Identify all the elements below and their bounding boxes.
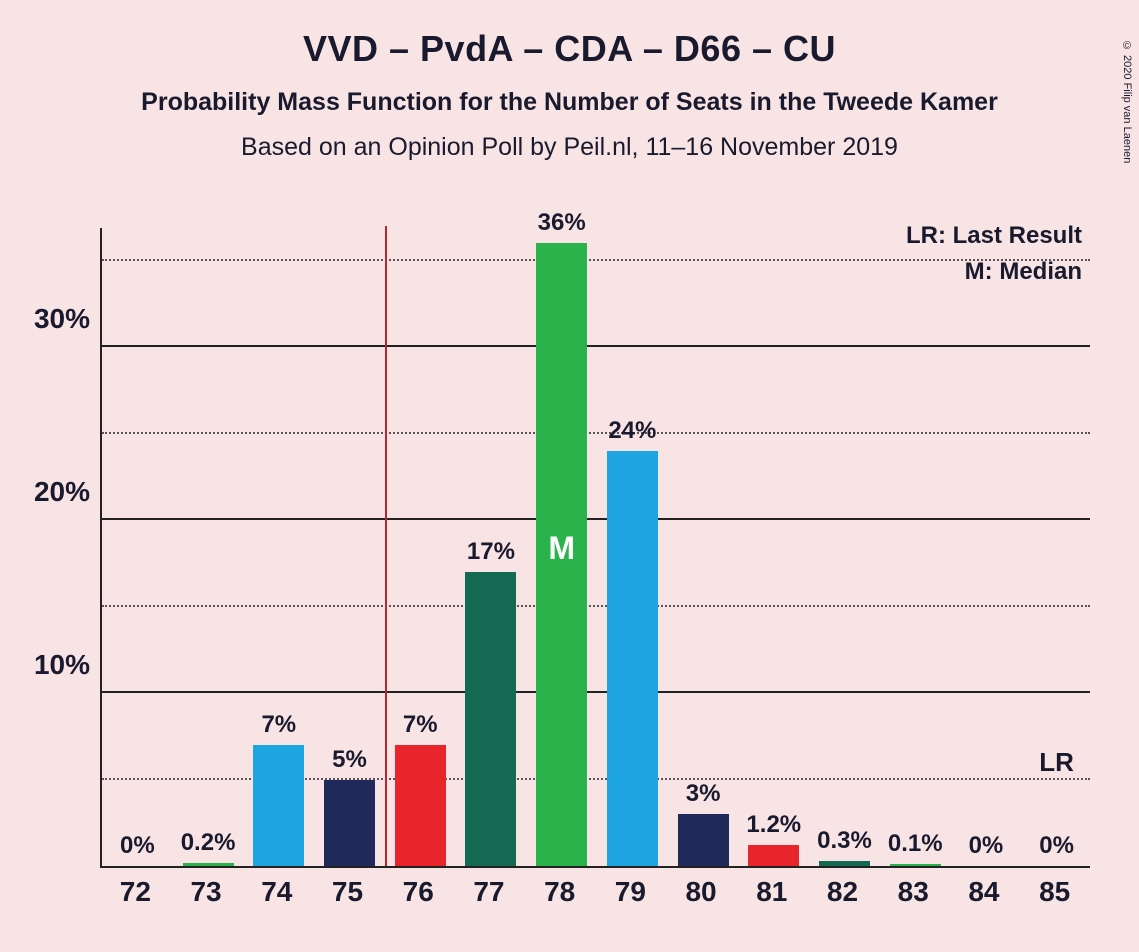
bar-value-label: 0.1%: [888, 830, 943, 858]
gridline-minor: [102, 432, 1090, 434]
bar-value-label: 0.3%: [817, 827, 872, 855]
gridline-minor: [102, 778, 1090, 780]
bar: [890, 864, 941, 866]
x-axis-tick-label: 77: [473, 876, 504, 908]
bar: [465, 572, 516, 866]
x-axis-tick-label: 74: [261, 876, 292, 908]
x-axis-tick-label: 85: [1039, 876, 1070, 908]
y-axis-tick-label: 30%: [34, 303, 90, 335]
bar: [607, 451, 658, 866]
bar-value-label: 5%: [332, 746, 367, 774]
y-axis-tick-label: 20%: [34, 476, 90, 508]
x-axis-tick-label: 81: [756, 876, 787, 908]
x-axis-tick-label: 75: [332, 876, 363, 908]
bar-value-label: 0.2%: [181, 829, 236, 857]
bar-value-label: 0%: [1039, 832, 1074, 860]
legend-median: M: Median: [965, 258, 1082, 286]
last-result-line: [385, 226, 387, 866]
bar: [819, 861, 870, 866]
gridline-minor: [102, 259, 1090, 261]
x-axis-tick-label: 84: [968, 876, 999, 908]
chart-title: VVD – PvdA – CDA – D66 – CU: [0, 28, 1139, 70]
x-axis-tick-label: 76: [403, 876, 434, 908]
bar-value-label: 17%: [467, 538, 515, 566]
bar: [183, 863, 234, 866]
median-marker: M: [548, 530, 575, 567]
chart-subtitle-2: Based on an Opinion Poll by Peil.nl, 11–…: [0, 133, 1139, 162]
x-axis-tick-label: 72: [120, 876, 151, 908]
bar-value-label: 7%: [261, 711, 296, 739]
bar: [395, 745, 446, 866]
bar-value-label: 24%: [608, 417, 656, 445]
last-result-marker: LR: [1039, 747, 1074, 778]
gridline-major: [102, 518, 1090, 520]
bar-value-label: 0%: [120, 832, 155, 860]
bar: [253, 745, 304, 866]
bar-value-label: 1.2%: [746, 811, 801, 839]
copyright-text: © 2020 Filip van Laenen: [1121, 40, 1133, 163]
bar-value-label: 7%: [403, 711, 438, 739]
legend-last-result: LR: Last Result: [906, 222, 1082, 250]
y-axis-tick-label: 10%: [34, 649, 90, 681]
plot-area: 0%0.2%7%5%7%17%36%M24%3%1.2%0.3%0.1%0%0%…: [100, 228, 1090, 868]
x-axis-tick-label: 79: [615, 876, 646, 908]
bar: [324, 780, 375, 866]
bar: [748, 845, 799, 866]
gridline-major: [102, 691, 1090, 693]
chart-subtitle: Probability Mass Function for the Number…: [0, 88, 1139, 117]
bar-value-label: 3%: [686, 780, 721, 808]
bar-value-label: 0%: [969, 832, 1004, 860]
bar: [678, 814, 729, 866]
bar-value-label: 36%: [538, 209, 586, 237]
gridline-minor: [102, 605, 1090, 607]
x-axis-tick-label: 73: [190, 876, 221, 908]
x-axis-tick-label: 78: [544, 876, 575, 908]
x-axis-tick-label: 83: [898, 876, 929, 908]
x-axis-tick-label: 80: [685, 876, 716, 908]
x-axis-tick-label: 82: [827, 876, 858, 908]
gridline-major: [102, 345, 1090, 347]
